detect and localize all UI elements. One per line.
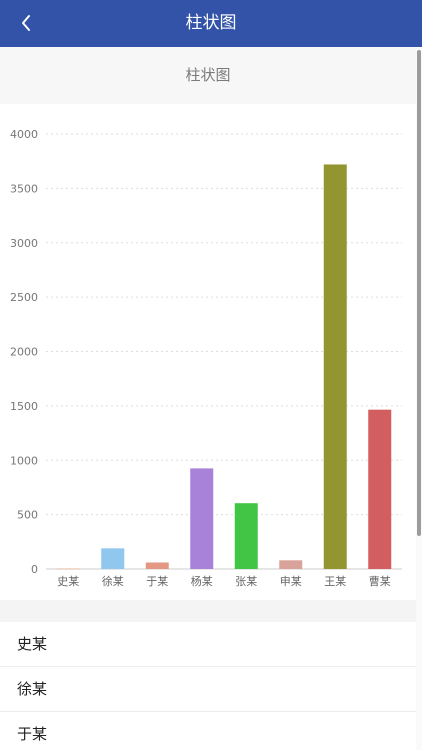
y-tick-label: 1500 (10, 400, 38, 413)
bar-5[interactable] (279, 560, 303, 569)
bar-0[interactable] (56, 568, 80, 570)
bar-chart: 0 500 1000 1500 2000 2500 3000 3500 4000 史某 徐某 于某 杨某… (10, 128, 402, 588)
x-tick-label: 徐某 (102, 574, 124, 588)
bar-6[interactable] (323, 164, 347, 569)
x-tick-label: 于某 (146, 575, 168, 588)
chevron-left-icon (22, 15, 30, 31)
x-tick-label: 曹某 (369, 575, 391, 588)
bar-chart-card: 0 500 1000 1500 2000 2500 3000 3500 4000 史某 徐某 于某 杨某… (0, 104, 416, 600)
y-tick-label: 2000 (10, 346, 38, 359)
chart-section-title: 柱状图 (0, 47, 416, 104)
bar-7[interactable] (368, 409, 392, 569)
back-button[interactable] (14, 10, 38, 36)
bar-4[interactable] (234, 503, 258, 569)
list-item[interactable]: 史某 (0, 622, 416, 667)
y-tick-label: 0 (31, 563, 38, 576)
y-tick-label: 4000 (10, 128, 38, 141)
y-tick-label: 3000 (10, 237, 38, 250)
bar-2[interactable] (145, 562, 169, 569)
list-item[interactable]: 徐某 (0, 667, 416, 712)
y-tick-label: 2500 (10, 291, 38, 304)
page-title: 柱状图 (185, 13, 237, 33)
y-tick-label: 3500 (10, 182, 38, 195)
y-tick-label: 500 (17, 509, 38, 522)
section-divider (0, 600, 416, 622)
list-item[interactable]: 于某 (0, 712, 416, 750)
person-list: 史某 徐某 于某 (0, 622, 416, 750)
top-app-bar: 柱状图 (0, 0, 422, 47)
y-tick-label: 1000 (10, 454, 38, 467)
x-tick-label: 杨某 (191, 574, 213, 588)
x-tick-label: 申某 (280, 575, 302, 588)
bar-1[interactable] (101, 548, 125, 569)
x-tick-label: 王某 (324, 575, 346, 588)
scrollbar-thumb[interactable] (417, 50, 421, 536)
x-tick-label: 张某 (235, 575, 257, 588)
x-tick-label: 史某 (57, 575, 79, 588)
bar-3[interactable] (190, 468, 214, 569)
